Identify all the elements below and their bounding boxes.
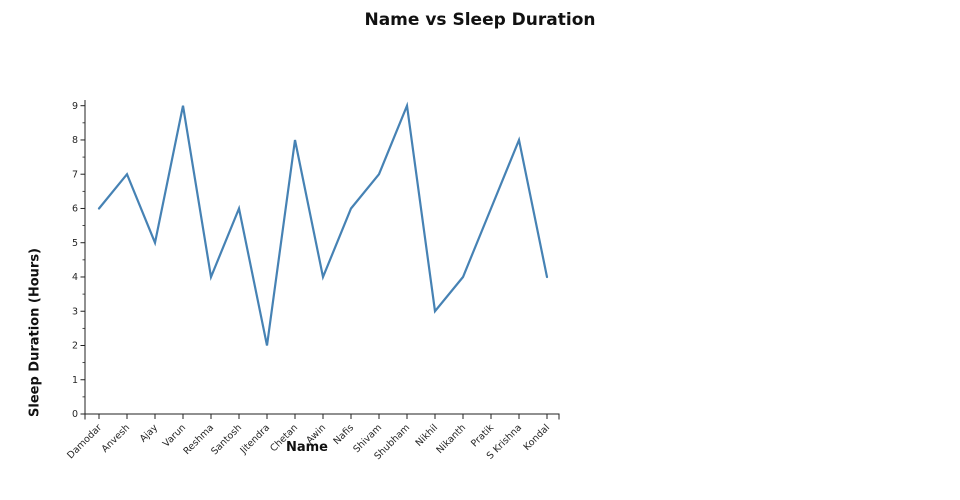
y-tick-label: 9 (72, 101, 78, 112)
x-tick-label: Kondal (522, 422, 552, 452)
y-tick-label: 1 (72, 375, 78, 386)
y-tick-label: 0 (72, 409, 78, 420)
x-tick-label: Nikanth (434, 422, 468, 456)
y-tick-label: 4 (72, 272, 78, 283)
x-tick-label: Damodar (65, 422, 104, 461)
x-tick-label: Santosh (209, 422, 244, 457)
y-tick-label: 7 (72, 169, 78, 180)
y-tick-label: 3 (72, 306, 78, 317)
x-axis-label: Name (285, 440, 328, 455)
x-tick-label: Anvesh (100, 422, 133, 455)
x-tick-label: Ajay (138, 422, 161, 445)
sleep-duration-line (97, 101, 549, 346)
x-tick-label: Nikhil (414, 422, 441, 449)
y-tick-label: 8 (72, 135, 78, 146)
y-tick-label: 6 (72, 204, 78, 215)
y-axis-label: Sleep Duration (Hours) (27, 248, 43, 417)
chart-title: Name vs Sleep Duration (364, 10, 596, 30)
y-tick-label: 5 (72, 238, 78, 249)
y-tick-label: 2 (72, 341, 78, 352)
